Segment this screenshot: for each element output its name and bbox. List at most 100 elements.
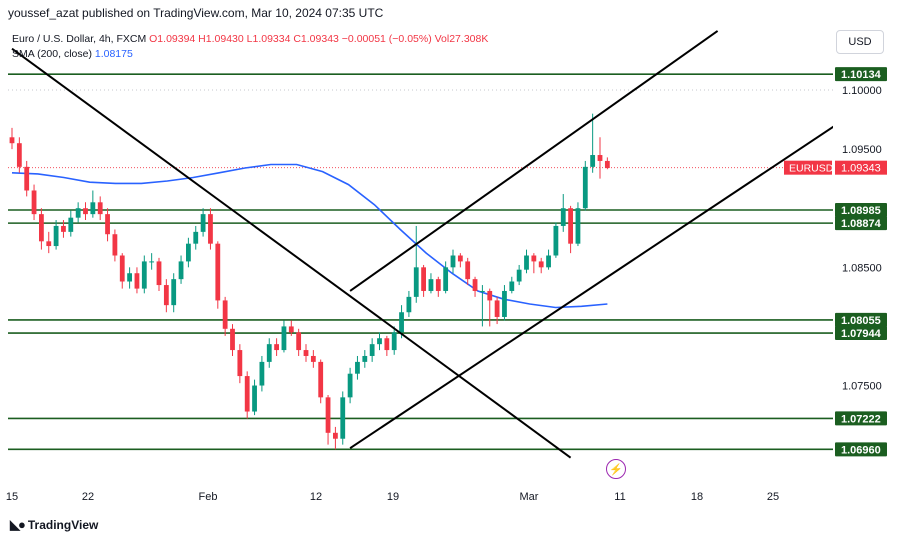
time-axis: 15 22 Feb 12 19 Mar 11 18 25	[6, 491, 779, 503]
level-tag-label-5: 1.07222	[841, 413, 881, 425]
candle-17	[134, 267, 140, 294]
candle-1	[16, 137, 22, 173]
candle-66	[494, 296, 500, 325]
candle-body-35	[266, 344, 272, 362]
candle-body-75	[560, 208, 566, 226]
x-tick-label-3: 12	[310, 491, 322, 503]
candle-35	[266, 338, 272, 368]
legend-sma-value: 1.08175	[94, 48, 133, 60]
candle-2	[24, 160, 30, 197]
candle-75	[560, 194, 566, 232]
candle-24	[186, 237, 191, 268]
candle-body-31	[237, 350, 243, 377]
candle-28	[215, 241, 221, 309]
level-tag-0	[835, 67, 887, 82]
legend-ohlc: O1.09394 H1.09430 L1.09334 C1.09343 −0.0…	[149, 33, 489, 45]
candle-13	[105, 208, 110, 242]
candle-71	[531, 253, 537, 274]
candle-body-71	[531, 255, 537, 262]
candle-body-44	[333, 432, 338, 439]
levels-layer	[8, 73, 833, 451]
descending-trend-line	[11, 47, 572, 459]
symbol-tag	[784, 160, 832, 175]
candle-50	[377, 332, 382, 351]
symbol-tag-label: EURUSD	[789, 163, 834, 175]
candle-body-81	[604, 160, 610, 169]
candle-78	[582, 160, 588, 211]
channel-lower-line	[349, 124, 836, 450]
candle-body-48	[362, 355, 368, 362]
candle-51	[384, 335, 390, 356]
publisher-caption: youssef_azat published on TradingView.co…	[8, 6, 384, 20]
last-price-label: 1.09343	[841, 163, 881, 175]
candle-body-36	[274, 344, 279, 351]
candle-body-73	[546, 255, 551, 268]
x-tick-label-0: 15	[6, 491, 18, 503]
candle-54	[406, 290, 412, 317]
candle-body-69	[516, 269, 522, 282]
candle-37	[281, 320, 287, 353]
candle-body-74	[553, 225, 559, 256]
candle-body-9	[75, 208, 81, 218]
level-tag-label-3: 1.08055	[841, 315, 881, 327]
candle-body-25	[193, 231, 199, 244]
candle-body-67	[502, 290, 507, 317]
candle-body-23	[178, 261, 184, 280]
level-tag-label-4: 1.07944	[841, 328, 882, 340]
candle-29	[222, 296, 228, 336]
candle-body-17	[134, 273, 140, 289]
candle-body-51	[384, 338, 390, 351]
candle-39	[296, 328, 302, 356]
candle-46	[347, 367, 353, 404]
level-tag-5	[835, 411, 887, 426]
candle-74	[553, 222, 559, 258]
tradingview-logo[interactable]: ◣● TradingView	[10, 517, 98, 533]
candle-body-79	[590, 155, 596, 167]
candle-20	[156, 257, 162, 291]
level-tag-6	[835, 442, 887, 457]
candle-76	[568, 205, 573, 254]
y-tick-label-3: 1.10000	[842, 85, 882, 97]
candle-body-54	[406, 296, 412, 313]
x-tick-label-1: 22	[82, 491, 94, 503]
candle-body-32	[244, 376, 250, 412]
candle-32	[244, 371, 250, 419]
candle-body-60	[450, 255, 456, 268]
candle-body-63	[472, 279, 478, 291]
candle-49	[369, 338, 375, 362]
candle-body-0	[9, 137, 15, 144]
candle-26	[200, 208, 206, 237]
legend-sma-row: SMA (200, close) 1.08175	[12, 47, 488, 62]
y-tick-label-0: 1.07500	[842, 381, 882, 393]
candle-56	[421, 264, 426, 297]
candle-47	[355, 355, 360, 380]
candle-body-66	[494, 300, 500, 317]
candle-body-65	[487, 290, 493, 301]
candle-body-62	[465, 261, 471, 280]
candle-10	[83, 202, 88, 221]
candle-body-55	[413, 267, 419, 297]
candle-7	[61, 220, 66, 238]
candle-body-27	[208, 214, 213, 244]
bolt-icon[interactable]: ⚡	[606, 459, 626, 479]
candle-body-52	[391, 332, 397, 351]
level-tag-label-2: 1.08874	[841, 218, 882, 230]
x-tick-label-5: Mar	[520, 491, 539, 503]
candle-body-20	[156, 261, 162, 286]
candle-body-11	[90, 202, 96, 215]
candle-33	[252, 379, 257, 416]
candle-9	[75, 202, 81, 223]
candle-27	[208, 208, 213, 250]
candle-body-19	[149, 261, 155, 263]
candle-body-33	[252, 385, 257, 412]
candle-body-30	[230, 328, 235, 351]
candle-body-80	[597, 155, 603, 161]
currency-button[interactable]: USD	[836, 30, 884, 54]
candle-62	[465, 257, 471, 286]
candle-3	[31, 184, 37, 221]
x-tick-label-8: 25	[767, 491, 779, 503]
candle-body-28	[215, 243, 221, 301]
candle-69	[516, 264, 522, 286]
candle-57	[428, 273, 434, 294]
